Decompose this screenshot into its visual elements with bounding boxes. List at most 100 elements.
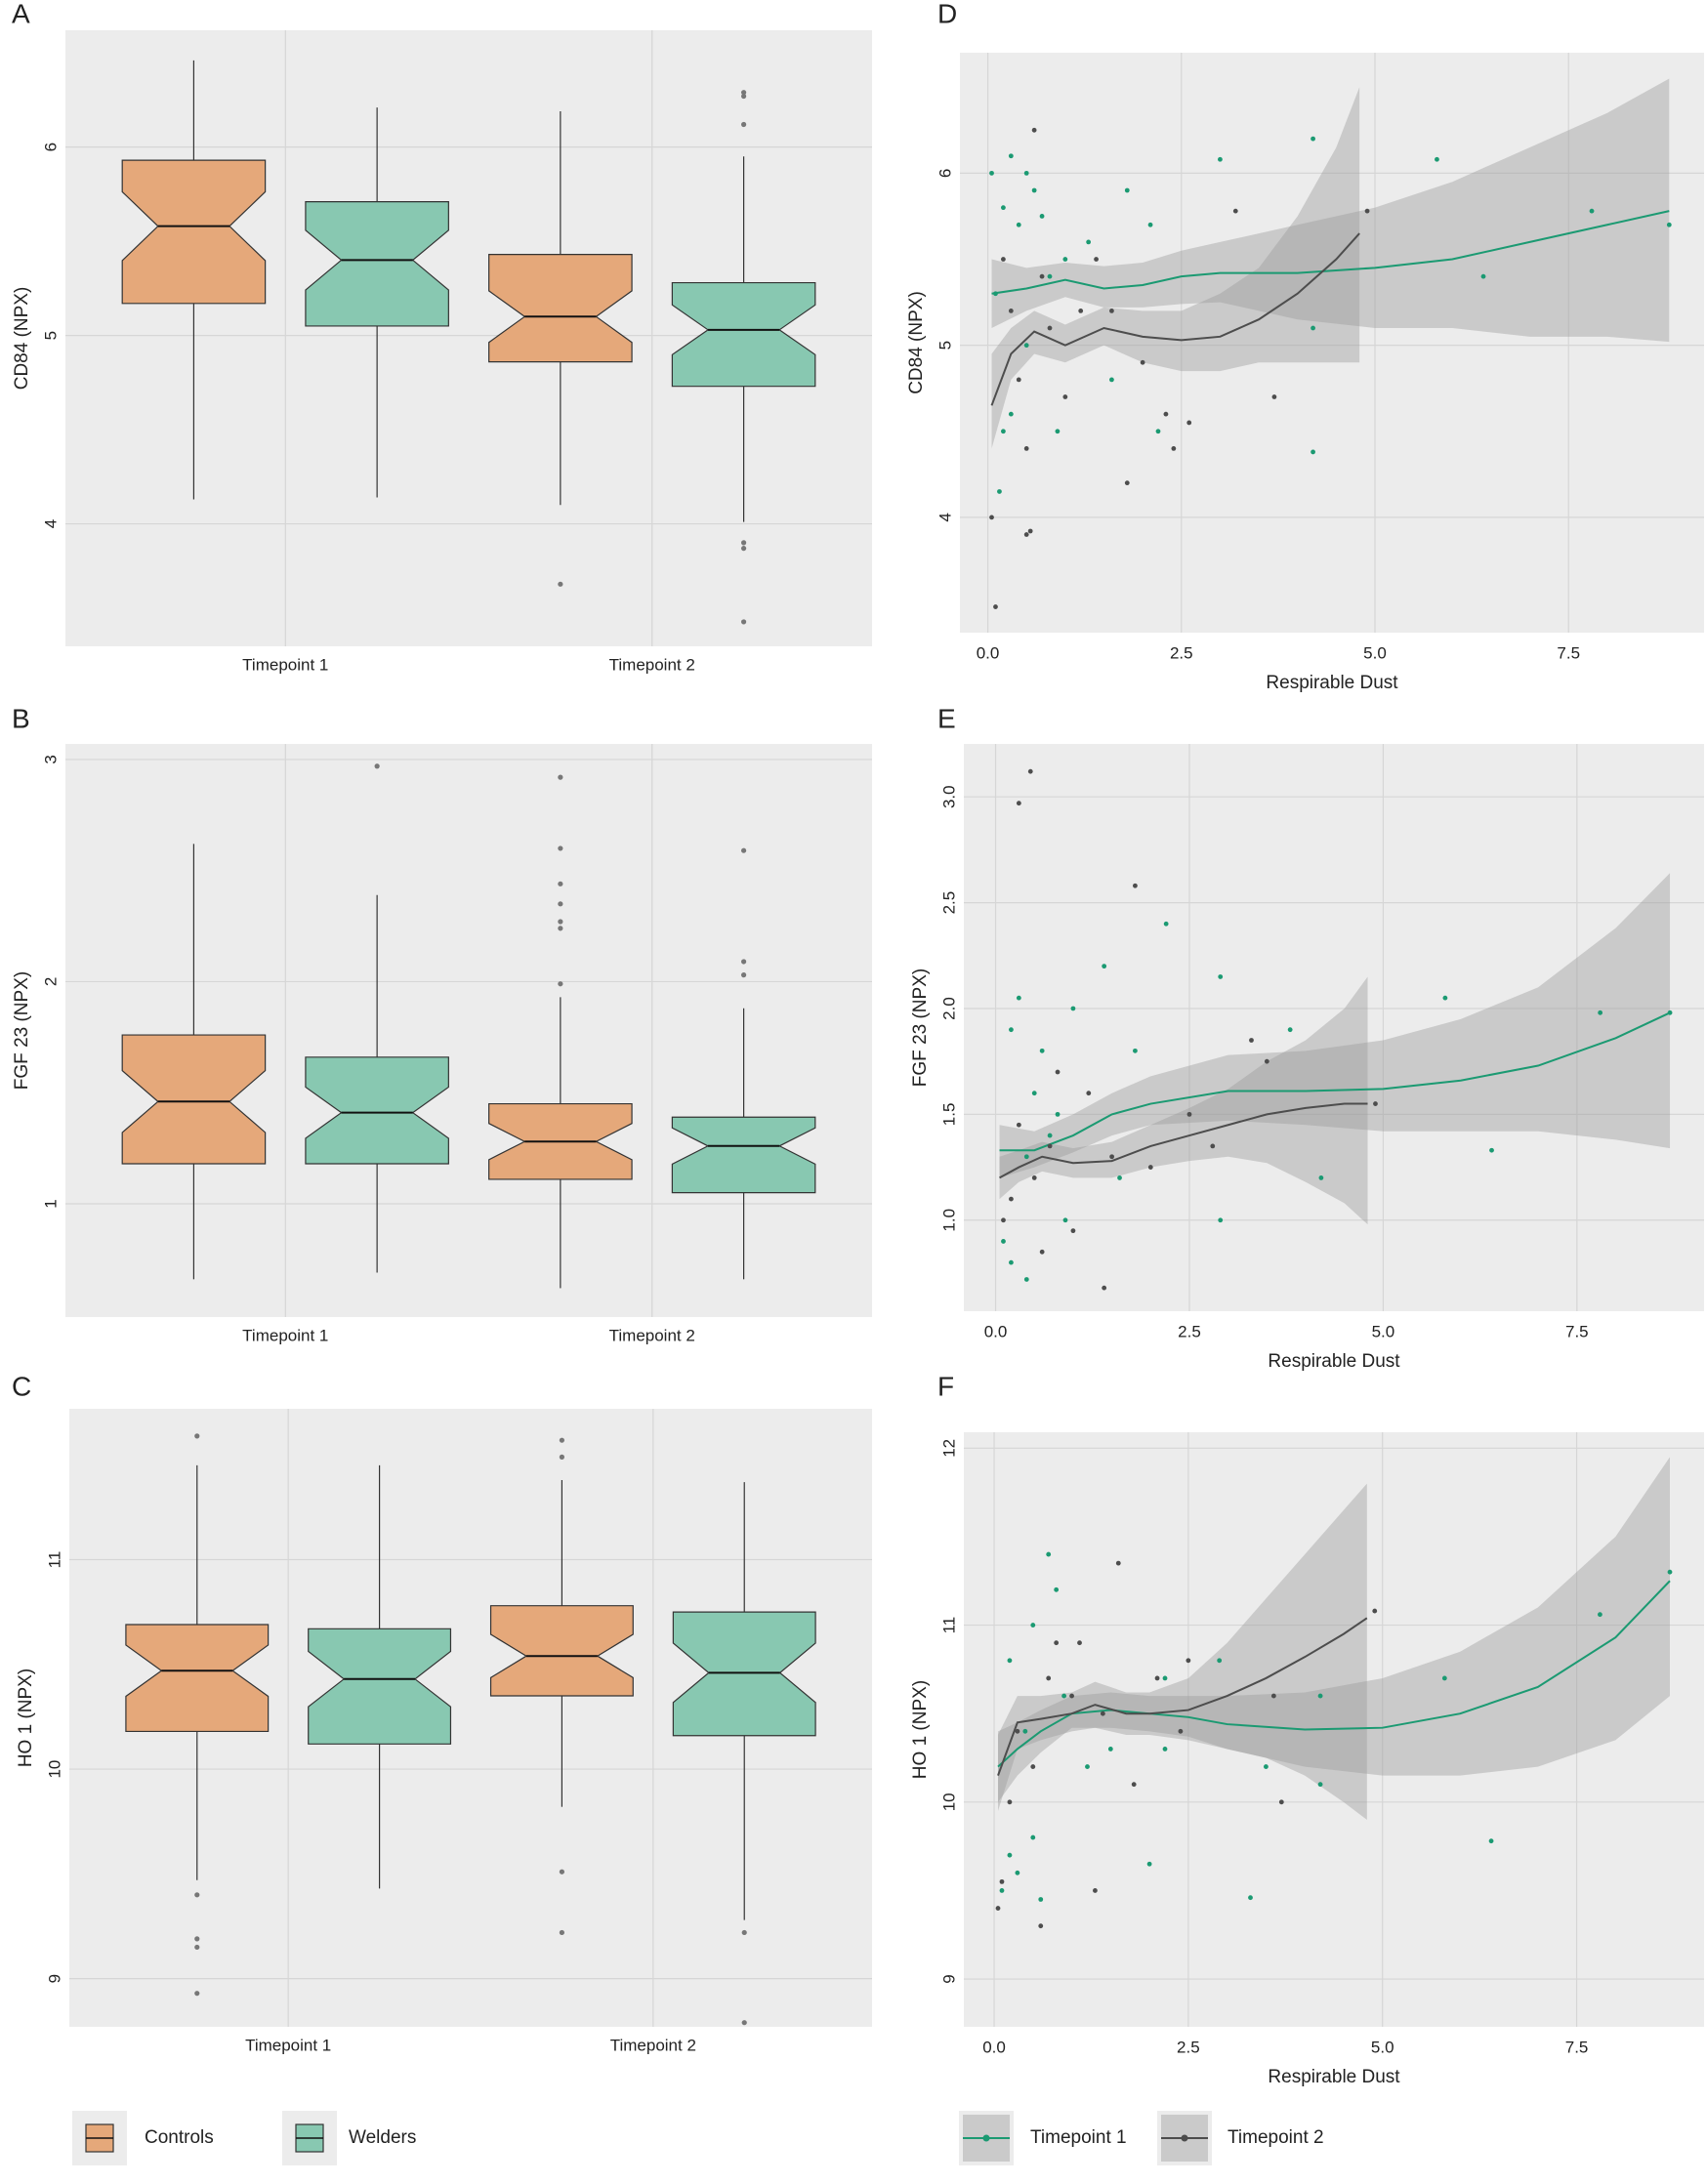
outlier (740, 540, 747, 546)
point (1031, 187, 1037, 193)
point (1249, 1038, 1254, 1043)
point (1069, 1693, 1074, 1699)
box (305, 200, 449, 327)
point (1317, 1782, 1323, 1788)
point (1100, 1710, 1105, 1716)
point (1094, 257, 1099, 262)
x-tick-label: 2.5 (1170, 643, 1193, 662)
panel-label: E (937, 703, 956, 733)
point (1107, 1747, 1113, 1751)
x-tick-label: 0.0 (984, 1322, 1008, 1340)
y-axis-title: HO 1 (NPX) (16, 1669, 36, 1767)
outlier (740, 619, 747, 625)
smooth-line (990, 232, 1360, 406)
point (1023, 1154, 1029, 1160)
smooth-line (997, 1617, 1368, 1776)
outlier (741, 2020, 747, 2026)
point (1007, 1852, 1013, 1858)
point (1016, 222, 1021, 227)
y-axis-title: CD84 (NPX) (906, 291, 927, 394)
outlier (740, 90, 747, 96)
point (1218, 156, 1223, 162)
point (999, 1888, 1005, 1893)
point (1133, 1048, 1138, 1053)
y-tick-label: 9 (45, 1974, 63, 1983)
plot-background (65, 744, 872, 1317)
point (1030, 1623, 1036, 1628)
smooth-line (997, 1580, 1671, 1768)
x-tick-label: Timepoint 2 (609, 1326, 695, 1344)
point (1015, 1728, 1020, 1734)
point (1008, 411, 1014, 417)
point (1047, 273, 1053, 279)
y-axis-title: FGF 23 (NPX) (12, 971, 32, 1090)
point (1311, 136, 1315, 142)
point (1318, 1175, 1324, 1180)
point (1009, 1196, 1014, 1202)
point (1016, 801, 1021, 806)
point (1287, 1027, 1293, 1033)
y-tick-label: 1 (41, 1199, 60, 1208)
point (1077, 1640, 1082, 1646)
point (1178, 1728, 1184, 1734)
y-tick-label: 3 (41, 755, 60, 763)
point (1598, 1612, 1602, 1618)
y-axis-title: HO 1 (NPX) (910, 1680, 931, 1779)
point (989, 515, 994, 520)
point (1022, 1728, 1028, 1734)
point (1015, 1870, 1020, 1875)
point (1030, 1834, 1036, 1840)
point (1264, 1058, 1269, 1064)
point (1007, 1799, 1013, 1805)
point (1186, 420, 1192, 426)
x-tick-label: 7.5 (1565, 2038, 1589, 2056)
outlier (558, 845, 563, 851)
plot-background (960, 53, 1704, 633)
x-tick-label: Timepoint 1 (242, 655, 328, 674)
point (1488, 1838, 1494, 1844)
point (1373, 1101, 1378, 1106)
point (1039, 1048, 1045, 1053)
point (1146, 1861, 1152, 1867)
point (1186, 1111, 1192, 1117)
point (1154, 1675, 1160, 1681)
point (1162, 1675, 1168, 1681)
point (1124, 480, 1130, 486)
point (1271, 394, 1277, 399)
panel-label: A (12, 0, 30, 28)
x-tick-label: 5.0 (1372, 1322, 1395, 1340)
point (1078, 308, 1084, 313)
point (1311, 325, 1315, 331)
point (989, 170, 994, 176)
y-tick-label: 5 (936, 341, 954, 350)
outlier (558, 919, 563, 925)
point (1124, 187, 1130, 193)
point (1001, 1217, 1006, 1223)
outlier (558, 926, 563, 931)
legend-label: Controls (145, 2127, 214, 2148)
point (1140, 359, 1145, 365)
point (999, 1878, 1005, 1884)
point (1115, 1560, 1121, 1566)
box (125, 1624, 270, 1733)
point (1218, 1217, 1224, 1223)
point (1086, 1091, 1092, 1096)
outlier (194, 1936, 200, 1942)
x-tick-label: 7.5 (1565, 1322, 1589, 1340)
point (1062, 257, 1068, 262)
legend-key-dot (982, 2134, 990, 2142)
point (1186, 1658, 1191, 1664)
point (1147, 222, 1153, 227)
point (1062, 394, 1068, 399)
point (1264, 1764, 1269, 1769)
y-tick-label: 2.0 (939, 997, 958, 1020)
box (671, 1116, 816, 1194)
point (1248, 1895, 1253, 1901)
smooth-line (991, 210, 1670, 295)
panel-label: F (937, 1371, 954, 1401)
point (1162, 1747, 1168, 1751)
outlier (558, 981, 563, 987)
outlier (559, 1929, 565, 1936)
point (1016, 1122, 1021, 1128)
point (1031, 127, 1037, 133)
